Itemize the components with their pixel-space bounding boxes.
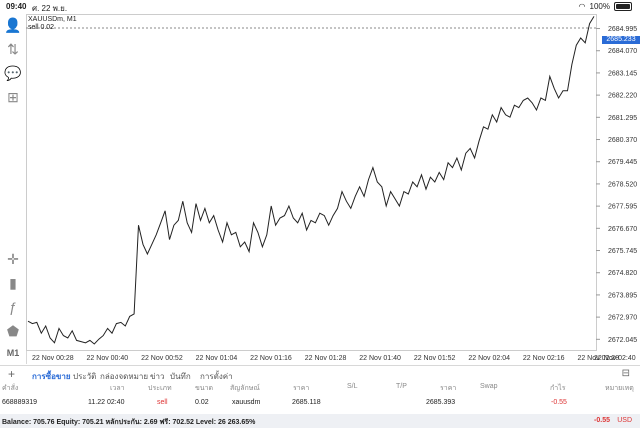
- currency-label: USD: [617, 417, 632, 424]
- total-profit: -0.55: [594, 417, 610, 424]
- cell-volume: 0.02: [195, 399, 209, 406]
- cell-current-price: 2685.393: [426, 399, 456, 406]
- y-tick-label: 2683.145: [608, 70, 637, 77]
- panel-toggle-icon[interactable]: ⊟: [621, 368, 630, 379]
- chart-type-icon[interactable]: ▮: [9, 274, 17, 291]
- header-swap: Swap: [480, 383, 498, 390]
- chat-icon[interactable]: 💬: [4, 64, 22, 81]
- tab-history[interactable]: ประวัติ: [73, 372, 97, 381]
- cell-type: sell: [157, 399, 168, 406]
- header-volume: ขนาด: [195, 385, 214, 392]
- trade-icon[interactable]: ⇅: [7, 40, 19, 57]
- cell-price: 2685.118: [292, 399, 321, 406]
- tab-journal[interactable]: บันทึก: [170, 372, 191, 381]
- y-tick-label: 2679.445: [608, 159, 637, 166]
- y-tick-label: 2672.970: [608, 315, 637, 322]
- wifi-icon: ◠: [578, 2, 586, 11]
- tab-mailbox[interactable]: กล่องจดหมาย: [100, 372, 149, 381]
- y-tick-label: 2674.820: [608, 270, 637, 277]
- indicators-icon[interactable]: ƒ: [9, 299, 17, 315]
- x-tick-label: 22 Nov 00:40: [87, 355, 129, 362]
- header-profit: กำไร: [550, 385, 566, 392]
- status-time: 09:40: [6, 2, 27, 11]
- account-icon[interactable]: 👤: [4, 16, 22, 33]
- header-current-price: ราคา: [440, 385, 457, 392]
- header-time: เวลา: [110, 385, 125, 392]
- x-tick-label: 22 Nov 02:28: [577, 355, 619, 362]
- cell-profit: -0.55: [551, 399, 567, 406]
- cell-time: 11.22 02:40: [88, 399, 125, 406]
- status-date: ศ. 22 พ.ย.: [32, 4, 68, 13]
- tab-trade[interactable]: การซื้อขาย: [32, 372, 71, 381]
- objects-icon[interactable]: ⬟: [6, 322, 20, 339]
- header-tp: T/P: [396, 383, 407, 390]
- header-price: ราคา: [293, 385, 310, 392]
- y-tick-label: 2678.520: [608, 181, 637, 188]
- balance-text: Balance: 705.76 Equity: 705.21 หลักประกั…: [2, 419, 256, 426]
- bottom-tabs: + การซื้อขาย ประวัติ กล่องจดหมาย ข่าว บั…: [0, 365, 640, 382]
- trades-header: คำสั่ง เวลา ประเภท ขนาด สัญลักษณ์ ราคา S…: [0, 383, 640, 395]
- y-tick-label: 2680.370: [608, 137, 637, 144]
- price-chart[interactable]: 2684.995 2684.070 2683.145 2682.220 2681.295…: [26, 14, 640, 364]
- x-tick-label: 22 Nov 02:04: [468, 355, 510, 362]
- y-tick-label: 2676.670: [608, 226, 637, 233]
- chart-toolbar: 👤 ⇅ 💬 ⊞ ✛ ▮ ƒ ⬟ M1: [0, 14, 27, 364]
- x-tick-label: 22 Nov 00:52: [141, 355, 183, 362]
- add-icon[interactable]: +: [8, 367, 16, 381]
- y-tick-label: 2675.745: [608, 248, 637, 255]
- header-sl: S/L: [347, 383, 358, 390]
- header-comment: หมายเหตุ: [605, 385, 634, 392]
- header-type: ประเภท: [148, 385, 172, 392]
- status-bar: 09:40 ศ. 22 พ.ย. ◠ 100%: [0, 0, 640, 14]
- crosshair-icon[interactable]: ✛: [7, 250, 19, 267]
- battery-icon: [614, 2, 632, 11]
- balance-bar: Balance: 705.76 Equity: 705.21 หลักประกั…: [0, 414, 640, 428]
- y-tick-label: 2682.220: [608, 93, 637, 100]
- y-tick-label: 2684.070: [608, 48, 637, 55]
- x-tick-label: 22 Nov 01:16: [250, 355, 292, 362]
- x-tick-label: 22 Nov 02:40: [594, 355, 636, 362]
- y-tick-label: 2684.995: [608, 26, 637, 33]
- cell-symbol: xauusdm: [232, 399, 261, 406]
- plot-frame: [26, 14, 597, 351]
- header-symbol: สัญลักษณ์: [230, 385, 260, 392]
- timeframe-button[interactable]: M1: [6, 348, 20, 358]
- order-label: sell 0.02: [28, 24, 55, 31]
- tab-settings[interactable]: การตั้งค่า: [200, 372, 233, 381]
- x-tick-label: 22 Nov 01:28: [305, 355, 347, 362]
- y-tick-label: 2672.045: [608, 337, 637, 344]
- x-tick-label: 22 Nov 01:04: [196, 355, 238, 362]
- tab-news[interactable]: ข่าว: [150, 372, 165, 381]
- battery-label: 100%: [589, 2, 610, 11]
- y-tick-label: 2673.895: [608, 292, 637, 299]
- y-tick-label: 2681.295: [608, 115, 637, 122]
- price-series-line: [27, 16, 595, 345]
- status-right: ◠ 100%: [579, 2, 632, 11]
- table-row[interactable]: 668889319 11.22 02:40 sell 0.02 xauusdm …: [0, 399, 640, 411]
- x-tick-label: 22 Nov 01:40: [359, 355, 401, 362]
- x-tick-label: 22 Nov 01:52: [414, 355, 456, 362]
- x-tick-label: 22 Nov 00:28: [32, 355, 74, 362]
- new-order-icon[interactable]: ⊞: [7, 88, 19, 105]
- price-chart-svg[interactable]: 2684.995 2684.070 2683.145 2682.220 2681.295…: [26, 14, 640, 364]
- header-order: คำสั่ง: [2, 385, 19, 392]
- cell-order: 668889319: [2, 399, 38, 406]
- current-price-tag: 2685.233: [602, 36, 640, 44]
- y-tick-label: 2677.595: [608, 204, 637, 211]
- x-tick-label: 22 Nov 02:16: [523, 355, 565, 362]
- symbol-label: XAUUSDm, M1: [28, 16, 77, 23]
